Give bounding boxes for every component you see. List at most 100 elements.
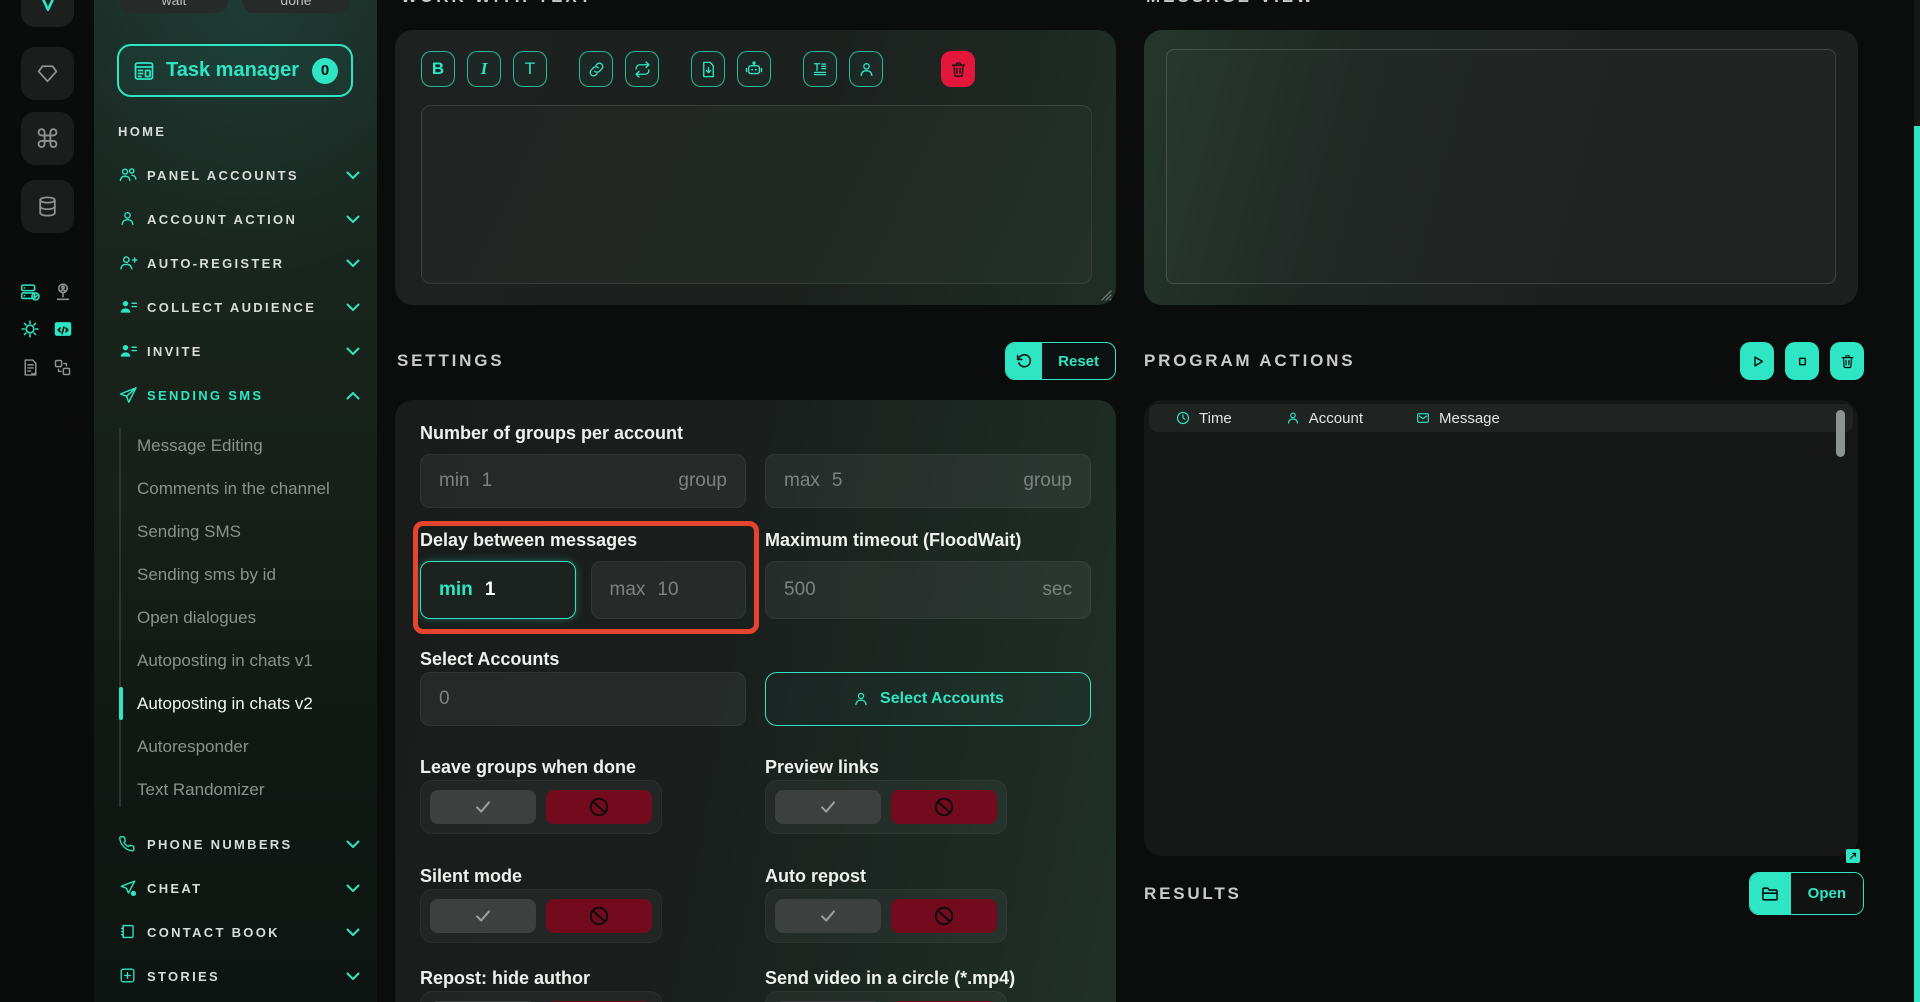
sidebar-item-contact-book[interactable]: CONTACT BOOK bbox=[94, 910, 377, 954]
sidebar-item-stories[interactable]: STORIES bbox=[94, 954, 377, 998]
message-text-input[interactable] bbox=[421, 105, 1092, 284]
toggle-label: Preview links bbox=[765, 757, 880, 777]
groups-min-input[interactable]: min 1 group bbox=[420, 454, 746, 508]
toggle-no-option[interactable] bbox=[891, 790, 997, 824]
toggle-field: Silent mode bbox=[420, 866, 746, 943]
clear-log-button[interactable] bbox=[1830, 342, 1864, 380]
import-file-button[interactable] bbox=[691, 51, 725, 87]
plus-square-icon bbox=[118, 966, 138, 986]
clock-icon bbox=[1175, 410, 1191, 426]
document-check-icon[interactable] bbox=[20, 357, 42, 379]
text-toolbar: B I T bbox=[395, 30, 1116, 87]
link-button[interactable] bbox=[579, 51, 613, 87]
message-preview-box bbox=[1166, 49, 1836, 284]
text-style-button[interactable]: T bbox=[513, 51, 547, 87]
person-lines-icon bbox=[118, 341, 138, 361]
select-accounts-button[interactable]: Select Accounts bbox=[765, 672, 1091, 726]
wait-button[interactable]: wait bbox=[120, 0, 228, 13]
sidebar-item-account-action[interactable]: ACCOUNT ACTION bbox=[94, 197, 377, 241]
paper-plane-dot-icon bbox=[118, 878, 138, 898]
italic-button[interactable]: I bbox=[467, 51, 501, 87]
task-manager-button[interactable]: Task manager 0 bbox=[117, 44, 353, 97]
submenu-item-autoresponder[interactable]: Autoresponder bbox=[137, 736, 249, 756]
submenu-item-autoposting-v1[interactable]: Autoposting in chats v1 bbox=[137, 650, 313, 670]
submenu-item-autoposting-v2[interactable]: Autoposting in chats v2 bbox=[94, 682, 377, 725]
swap-icon[interactable] bbox=[52, 357, 74, 379]
toggle-no-option[interactable] bbox=[546, 899, 652, 933]
diamond-rail-button[interactable] bbox=[21, 47, 74, 100]
toggle-yes-option[interactable] bbox=[775, 790, 881, 824]
submenu-item-sending-sms-by-id[interactable]: Sending sms by id bbox=[137, 564, 276, 584]
accounts-count-input[interactable]: 0 bbox=[420, 672, 746, 726]
server-check-icon[interactable] bbox=[19, 281, 41, 303]
submenu-item-open-dialogues[interactable]: Open dialogues bbox=[137, 607, 257, 627]
select-accounts-label: Select Accounts bbox=[420, 649, 560, 669]
settings-title: SETTINGS bbox=[397, 351, 505, 370]
gear-icon[interactable] bbox=[19, 318, 41, 340]
sidebar-item-sending-sms[interactable]: SENDING SMS bbox=[94, 373, 377, 417]
stop-button[interactable] bbox=[1785, 342, 1819, 380]
done-button[interactable]: done bbox=[242, 0, 350, 13]
start-button[interactable] bbox=[1740, 342, 1774, 380]
text-lines-icon bbox=[811, 60, 829, 78]
resize-handle-icon[interactable] bbox=[1100, 289, 1112, 301]
reset-button[interactable]: Reset bbox=[1005, 342, 1116, 380]
delay-label: Delay between messages bbox=[420, 530, 638, 550]
person-icon bbox=[118, 209, 138, 229]
toggle-yes-option[interactable] bbox=[430, 790, 536, 824]
auto-repost-toggle bbox=[765, 889, 1007, 943]
chevron-down-icon bbox=[346, 884, 360, 893]
app-logo[interactable] bbox=[21, 0, 74, 27]
sidebar-menu-bottom: PHONE NUMBERS CHEAT CONTACT BOOK STORIES bbox=[94, 822, 377, 998]
toggle-label: Repost: hide author bbox=[420, 968, 590, 988]
sidebar-item-panel-accounts[interactable]: PANEL ACCOUNTS bbox=[94, 153, 377, 197]
submenu-item-comments-channel[interactable]: Comments in the channel bbox=[137, 478, 330, 498]
submenu-item-text-randomizer[interactable]: Text Randomizer bbox=[137, 779, 265, 799]
sidebar-item-auto-register[interactable]: AUTO-REGISTER bbox=[94, 241, 377, 285]
toggle-no-option[interactable] bbox=[546, 790, 652, 824]
repost-button[interactable] bbox=[625, 51, 659, 87]
delay-max-input[interactable]: max 10 bbox=[590, 561, 746, 619]
chevron-down-icon bbox=[346, 259, 360, 268]
code-window-icon[interactable] bbox=[52, 318, 74, 340]
chevron-down-icon bbox=[346, 840, 360, 849]
results-title: RESULTS bbox=[1144, 883, 1242, 903]
toggle-label: Auto repost bbox=[765, 866, 866, 886]
sidebar: wait done Task manager 0 HOME PANEL ACCO… bbox=[94, 0, 377, 1002]
page-scrollbar-thumb[interactable] bbox=[1914, 126, 1920, 1002]
toggle-label: Silent mode bbox=[420, 866, 523, 886]
toggle-yes-option[interactable] bbox=[430, 899, 536, 933]
table-scrollbar[interactable] bbox=[1836, 410, 1845, 457]
delay-between-messages-group: Delay between messages min 1 max 10 bbox=[413, 521, 759, 634]
open-results-button[interactable]: Open bbox=[1748, 872, 1864, 915]
sidebar-item-phone-numbers[interactable]: PHONE NUMBERS bbox=[94, 822, 377, 866]
task-manager-badge: 0 bbox=[312, 57, 338, 84]
person-icon bbox=[852, 690, 870, 708]
command-rail-button[interactable]: ⌘ bbox=[21, 112, 74, 165]
timeout-input[interactable]: 500 sec bbox=[765, 561, 1091, 619]
delay-min-input[interactable]: min 1 bbox=[420, 561, 576, 619]
groups-max-input[interactable]: max 5 group bbox=[765, 454, 1091, 508]
person-cam-icon[interactable] bbox=[52, 281, 74, 303]
submenu-item-message-editing[interactable]: Message Editing bbox=[137, 435, 263, 455]
mention-user-button[interactable] bbox=[849, 51, 883, 87]
sidebar-item-invite[interactable]: INVITE bbox=[94, 329, 377, 373]
table-header-row: Time Account Message bbox=[1149, 404, 1853, 432]
person-icon bbox=[1285, 410, 1301, 426]
sidebar-item-cheat[interactable]: CHEAT bbox=[94, 866, 377, 910]
check-icon bbox=[472, 796, 494, 818]
toggle-yes-option[interactable] bbox=[775, 899, 881, 933]
text-template-button[interactable] bbox=[803, 51, 837, 87]
toggle-field: Send video in a circle (*.mp4) bbox=[765, 968, 1091, 1002]
table-resize-handle[interactable] bbox=[1846, 849, 1860, 863]
command-icon: ⌘ bbox=[34, 123, 61, 154]
toggle-no-option[interactable] bbox=[891, 899, 997, 933]
submenu-item-sending-sms[interactable]: Sending SMS bbox=[137, 521, 241, 541]
task-manager-icon bbox=[132, 59, 156, 83]
bot-button[interactable] bbox=[737, 51, 771, 87]
database-rail-button[interactable] bbox=[21, 180, 74, 233]
sidebar-item-collect-audience[interactable]: COLLECT AUDIENCE bbox=[94, 285, 377, 329]
sidebar-item-home[interactable]: HOME bbox=[118, 123, 167, 139]
bold-button[interactable]: B bbox=[421, 51, 455, 87]
clear-text-button[interactable] bbox=[941, 51, 975, 87]
